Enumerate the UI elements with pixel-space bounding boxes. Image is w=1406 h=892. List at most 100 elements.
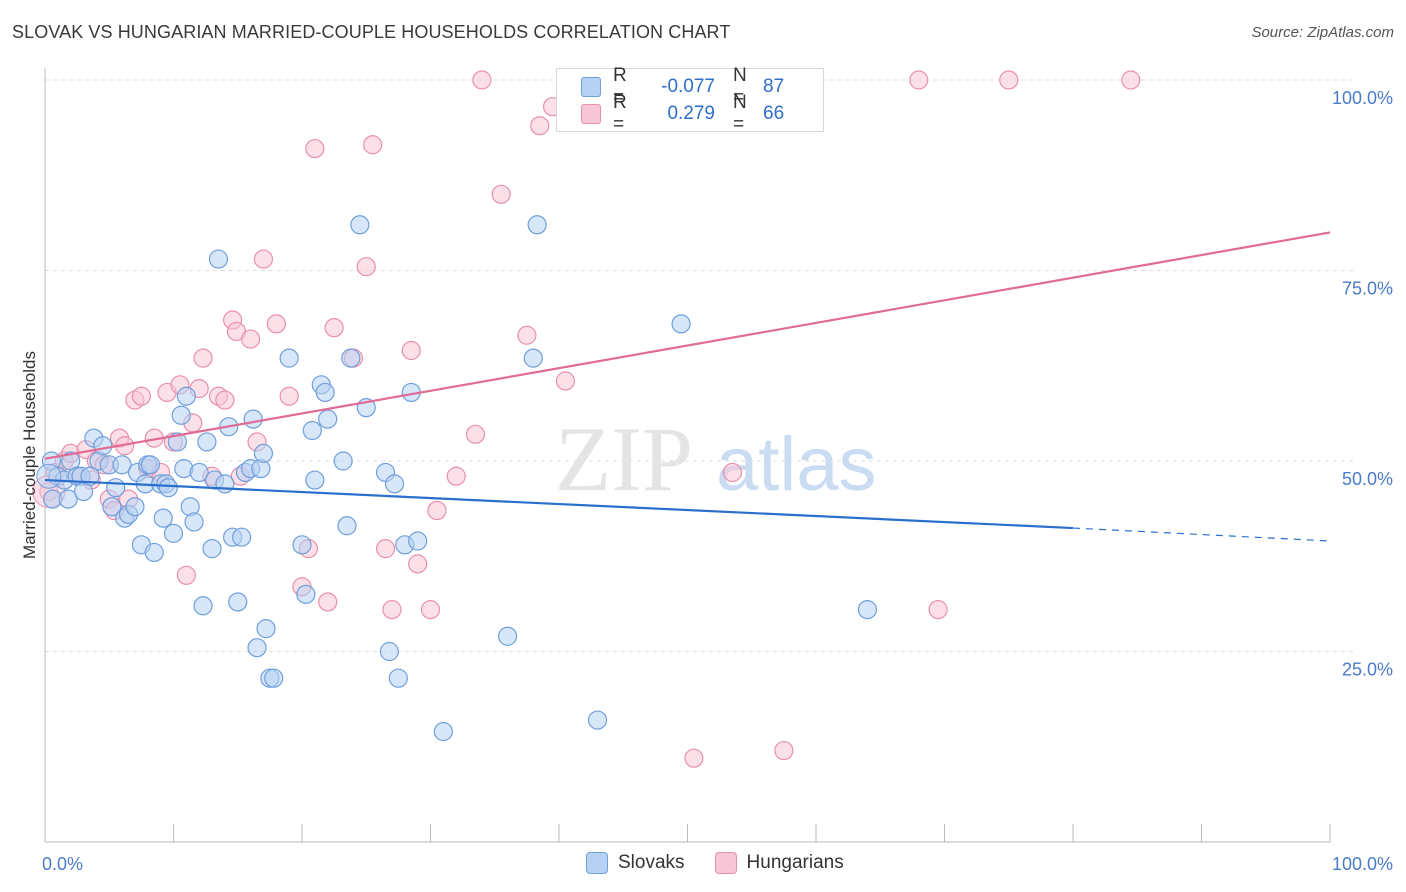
legend-item-slovaks[interactable]: Slovaks <box>586 852 685 874</box>
hungarians-point <box>1121 70 1141 90</box>
r-label: R = <box>613 65 627 108</box>
n-value: 87 <box>763 76 785 97</box>
slovaks-point <box>384 474 405 494</box>
hungarians-point <box>305 138 325 159</box>
slovaks-point <box>184 512 204 532</box>
slovaks-point <box>140 455 160 475</box>
y-tick-label: 100.0% <box>1332 88 1393 108</box>
x-tick-label-min: 0.0% <box>42 854 83 874</box>
hungarians-point <box>774 740 794 761</box>
hungarians-point <box>382 599 402 620</box>
hungarians-point <box>928 599 948 620</box>
slovaks-point <box>857 599 878 620</box>
slovaks-point <box>523 348 543 368</box>
hungarians-point <box>555 371 576 391</box>
hungarians-point <box>530 116 550 136</box>
hungarians-point <box>356 257 376 277</box>
slovaks-point <box>228 592 248 612</box>
hungarians-swatch <box>581 104 601 124</box>
hungarians-point <box>363 135 383 155</box>
hungarians-point <box>427 500 447 521</box>
watermark-atlas: atlas <box>716 422 877 507</box>
slovaks-point <box>197 432 217 452</box>
slovaks-point <box>125 497 145 517</box>
legend-label-slovaks: Slovaks <box>618 852 685 873</box>
slovaks-swatch <box>581 77 601 97</box>
slovaks-point <box>527 215 547 235</box>
slovaks-point <box>433 721 453 742</box>
y-axis-label: Married-couple Households <box>20 351 39 559</box>
slovaks-point <box>106 478 126 498</box>
slovaks-point <box>58 489 78 509</box>
hungarians-point <box>324 318 344 338</box>
legend-label-hungarians: Hungarians <box>746 852 844 873</box>
slovaks-point <box>202 539 222 559</box>
slovaks-point <box>102 497 122 517</box>
slovaks-point <box>315 382 335 403</box>
slovaks-point <box>112 455 132 475</box>
slovaks-point <box>408 531 428 551</box>
slovaks-point <box>243 409 263 429</box>
slovaks-point <box>264 668 284 688</box>
slovaks-point <box>379 641 399 662</box>
slovaks-trend-line <box>44 478 1074 530</box>
y-tick-label: 50.0% <box>1342 469 1393 489</box>
hungarians-point <box>318 592 338 612</box>
stats-legend: R = -0.077 N = 87 R = 0.279 N = 66 <box>556 65 824 135</box>
hungarians-point <box>722 462 743 483</box>
trend-lines <box>44 231 1331 542</box>
hungarians-point <box>909 70 929 90</box>
hungarians-point <box>375 539 396 559</box>
slovaks-point <box>305 470 325 490</box>
n-label: N = <box>733 92 747 135</box>
n-label: N = <box>733 65 747 108</box>
n-value: 66 <box>763 103 785 124</box>
r-value: 0.279 <box>667 103 715 124</box>
slovaks-point <box>498 626 518 646</box>
hungarians-point <box>999 70 1019 90</box>
slovaks-point <box>232 527 252 547</box>
slovaks-point <box>193 596 213 616</box>
gridlines <box>45 79 1355 652</box>
hungarians-point <box>472 70 492 90</box>
hungarians-point <box>684 748 704 768</box>
hungarians-point <box>131 386 151 406</box>
hungarians-point <box>408 554 428 574</box>
hungarians-point <box>465 424 486 444</box>
slovaks-point <box>171 405 191 425</box>
hungarians-point <box>253 249 274 269</box>
hungarians-point <box>491 184 511 204</box>
slovaks-point <box>292 535 312 555</box>
legend-item-hungarians[interactable]: Hungarians <box>714 852 844 874</box>
slovaks-point <box>302 420 322 441</box>
slovaks-point <box>318 409 338 429</box>
watermark: ZIP atlas <box>555 408 877 510</box>
y-tick-label: 75.0% <box>1342 279 1393 299</box>
r-value: -0.077 <box>661 76 715 97</box>
hungarians-point <box>517 325 537 345</box>
slovaks-point <box>279 348 299 368</box>
slovaks-point <box>341 348 361 368</box>
legend-row-hungarians: R = 0.279 N = 66 <box>581 92 785 135</box>
slovaks-legend-swatch <box>586 852 608 874</box>
slovaks-point <box>337 516 357 536</box>
chart-title: SLOVAK VS HUNGARIAN MARRIED-COUPLE HOUSE… <box>12 22 731 42</box>
slovaks-point <box>144 542 164 563</box>
tick-labels: 25.0% 50.0% 75.0% 100.0% 0.0% 100.0% <box>42 88 1393 874</box>
slovaks-point <box>256 619 276 639</box>
hungarians-point <box>193 348 213 368</box>
x-tick-label-max: 100.0% <box>1332 854 1393 874</box>
slovaks-point <box>388 668 408 688</box>
slovaks-point <box>153 508 173 528</box>
hungarians-point <box>176 565 196 585</box>
r-label: R = <box>613 92 627 135</box>
slovaks-cluster-point <box>36 463 62 489</box>
hungarians-point <box>279 386 299 406</box>
slovaks-point <box>176 386 196 406</box>
slovaks-point <box>253 443 274 463</box>
slovaks-point <box>189 462 209 483</box>
slovaks-point <box>296 584 316 604</box>
hungarians-trend-line <box>44 231 1331 460</box>
slovaks-point <box>671 314 691 334</box>
